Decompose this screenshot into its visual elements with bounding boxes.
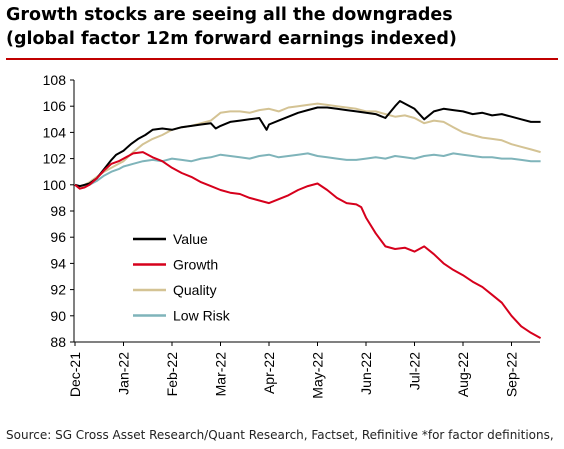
source-note: Source: SG Cross Asset Research/Quant Re… [6,428,554,442]
legend-label-low-risk: Low Risk [173,308,231,324]
x-tick-label: Jun-22 [358,352,374,395]
chart-title: Growth stocks are seeing all the downgra… [6,3,562,51]
x-tick-label: May-22 [310,352,326,399]
y-tick-label: 90 [50,308,66,324]
x-tick-label: Aug-22 [455,352,471,397]
y-tick-label: 92 [50,282,66,298]
y-tick-label: 98 [50,203,66,219]
y-tick-label: 88 [50,334,66,350]
x-tick-label: Dec-21 [67,352,83,397]
y-tick-label: 104 [43,124,67,140]
legend-label-growth: Growth [173,257,218,273]
y-tick-label: 106 [43,98,67,114]
chart-legend: Value Growth Quality Low Risk [133,231,231,324]
x-tick-label: Jul-22 [407,352,423,390]
x-tick-label: Mar-22 [213,352,229,397]
x-tick-label: Jan-22 [116,352,132,395]
x-tick-label: Apr-22 [261,352,277,394]
series-line-value [74,100,541,188]
x-tick-label: Sep-22 [504,352,520,397]
series-line-low-risk [74,152,541,189]
legend-label-value: Value [173,231,208,247]
y-tick-label: 94 [50,255,66,271]
legend-label-quality: Quality [173,282,217,298]
y-tick-label: 102 [43,151,67,167]
y-tick-label: 100 [43,177,67,193]
y-tick-label: 108 [43,72,67,88]
chart-title-line1: Growth stocks are seeing all the downgra… [6,5,453,25]
series-line-quality [74,102,541,189]
y-tick-label: 96 [50,229,66,245]
title-divider [6,58,558,60]
series-line-growth [74,151,542,339]
chart-axes: 88 90 92 94 96 98 100 102 104 106 108 Dec-21 Jan-22 F… [43,72,540,399]
chart-title-line2: (global factor 12m forward earnings inde… [6,29,457,49]
x-tick-label: Feb-22 [164,352,180,397]
chart-lines [74,100,542,339]
line-chart: 88 90 92 94 96 98 100 102 104 106 108 Dec-21 Jan-22 F… [43,72,542,399]
